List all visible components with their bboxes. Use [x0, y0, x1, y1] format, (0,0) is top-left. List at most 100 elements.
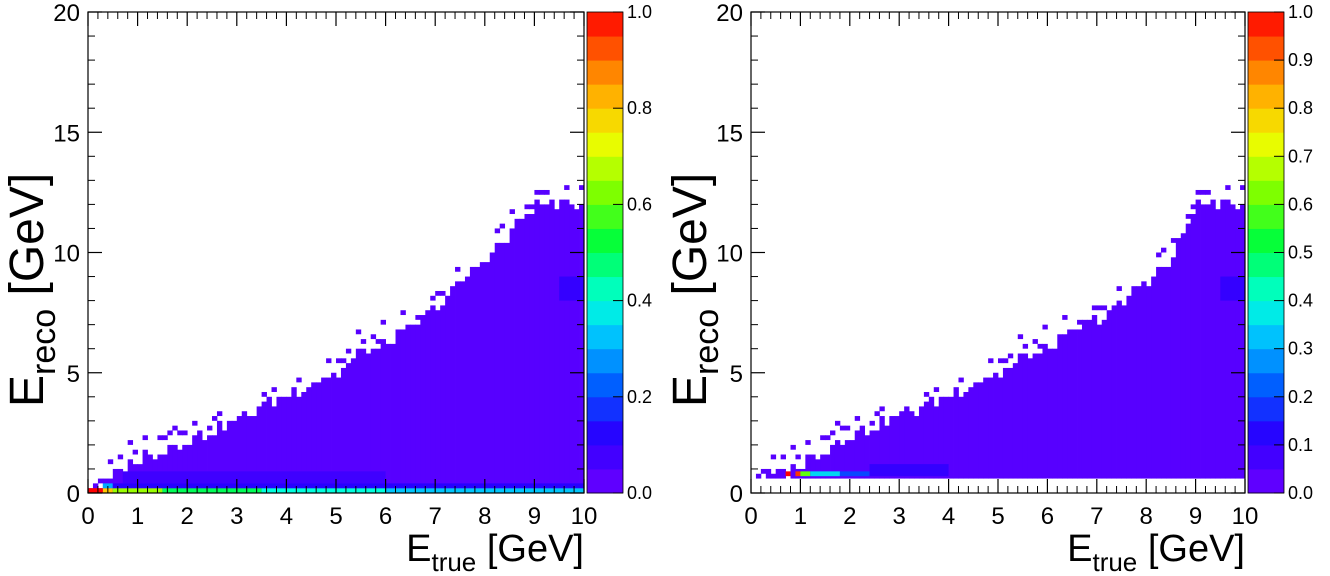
colorbar-tick-label: 0.7 [1288, 146, 1313, 166]
heatmap-column [251, 416, 258, 493]
x-tick-label: 8 [1140, 503, 1153, 530]
heatmap-cells [88, 185, 584, 493]
heatmap-outlier-bin [455, 266, 461, 272]
heatmap-column [1111, 305, 1117, 479]
x-tick-label: 7 [429, 503, 442, 530]
heatmap-outlier-bin [499, 223, 506, 229]
heatmap-outlier-bin [177, 430, 183, 436]
colorbar-tick-label: 0.2 [627, 387, 652, 407]
heatmap-column [544, 204, 550, 493]
heatmap-column [395, 329, 401, 493]
heatmap-outlier-bin [524, 204, 530, 210]
heatmap-column [469, 266, 476, 493]
colorbar-segment [587, 372, 623, 398]
heatmap-column [869, 430, 875, 479]
colorbar-segment [587, 468, 623, 494]
x-tick-label: 8 [478, 503, 491, 530]
heatmap-column [182, 444, 188, 493]
heatmap-outlier-bin [834, 420, 841, 426]
heatmap-column [928, 396, 935, 479]
heatmap-column [1116, 300, 1122, 479]
heatmap-column [192, 435, 198, 493]
x-tick-label: 5 [329, 503, 342, 530]
colorbar-segment [587, 252, 623, 278]
heatmap-column [212, 435, 218, 493]
heatmap-column [360, 348, 367, 493]
heatmap-outlier-bin [760, 468, 767, 474]
heatmap-column [286, 396, 292, 493]
colorbar-tick-label: 0.4 [1288, 291, 1313, 311]
heatmap-column [569, 204, 575, 493]
heatmap-column [167, 444, 173, 493]
heatmap-outlier-bin [167, 430, 173, 436]
colorbar-segment [1248, 348, 1284, 374]
heatmap-outlier-bin [923, 391, 930, 397]
heatmap-cell [800, 471, 811, 477]
heatmap-column [261, 401, 267, 493]
heatmap-outlier-bin [340, 358, 347, 364]
x-tick-label: 4 [942, 503, 955, 530]
heatmap-column [943, 396, 949, 479]
heatmap-column [1180, 233, 1187, 479]
colorbar-segment [587, 348, 623, 374]
x-tick-label: 1 [794, 503, 807, 530]
heatmap-column [1156, 266, 1162, 479]
heatmap-column [474, 266, 481, 493]
colorbar-segment [1248, 180, 1284, 205]
heatmap-column [918, 406, 925, 479]
heatmap-column [988, 377, 994, 479]
heatmap-column [894, 416, 900, 479]
heatmap-column [1037, 353, 1043, 479]
heatmap-column [117, 468, 124, 493]
heatmap-column [524, 214, 530, 493]
heatmap-column [1081, 319, 1088, 479]
y-tick-label: 20 [716, 0, 743, 27]
colorbar-tick-label: 0.6 [1288, 194, 1313, 214]
colorbar-segment [587, 420, 623, 446]
heatmap-outlier-bin [879, 406, 885, 412]
heatmap-column [839, 444, 846, 479]
heatmap-outlier-bin [182, 430, 188, 436]
colorbar-segment [1248, 228, 1284, 253]
heatmap-outlier-bin [1225, 185, 1231, 190]
y-tick-label: 5 [67, 361, 80, 388]
heatmap-column [1101, 319, 1108, 479]
heatmap-column [834, 440, 841, 479]
heatmap-column [216, 420, 223, 493]
x-tick-label: 0 [81, 503, 94, 530]
heatmap-column [336, 377, 342, 493]
heatmap-outlier-bin [360, 339, 367, 344]
y-tick-label: 0 [67, 481, 80, 508]
colorbar-segment [1248, 12, 1284, 37]
heatmap-outlier-bin [988, 358, 994, 364]
heatmap-column [534, 199, 540, 493]
heatmap-column [514, 218, 520, 493]
y-tick-label: 10 [716, 241, 743, 268]
heatmap-outlier-bin [336, 358, 342, 364]
colorbar-segment [587, 324, 623, 350]
colorbar-segment [587, 84, 623, 109]
heatmap-outlier-bin [1032, 339, 1038, 344]
heatmap-outlier-bin [1195, 189, 1201, 195]
heatmap-column [410, 324, 416, 493]
x-tick-label: 7 [1090, 503, 1103, 530]
heatmap-cell [122, 471, 386, 484]
heatmap-cell [88, 488, 103, 493]
heatmap-column [460, 281, 466, 493]
colorbar-tick-label: 0.8 [1288, 98, 1313, 118]
heatmap-outlier-bin [370, 334, 377, 340]
heatmap-column [326, 377, 332, 493]
x-axis-label: Etrue [GeV] [1067, 528, 1245, 576]
colorbar-segment [587, 132, 623, 157]
heatmap-column [1165, 266, 1172, 479]
heatmap-outlier-bin [107, 459, 114, 465]
heatmap-column [1057, 334, 1063, 479]
x-tick-label: 3 [230, 503, 243, 530]
colorbar-segment [587, 228, 623, 253]
heatmap-column [1096, 324, 1103, 479]
colorbar-segment [587, 276, 623, 302]
heatmap-column [805, 454, 811, 479]
colorbar-segment [1248, 396, 1284, 422]
heatmap-outlier-bin [207, 425, 213, 431]
heatmap-column [1195, 199, 1201, 479]
